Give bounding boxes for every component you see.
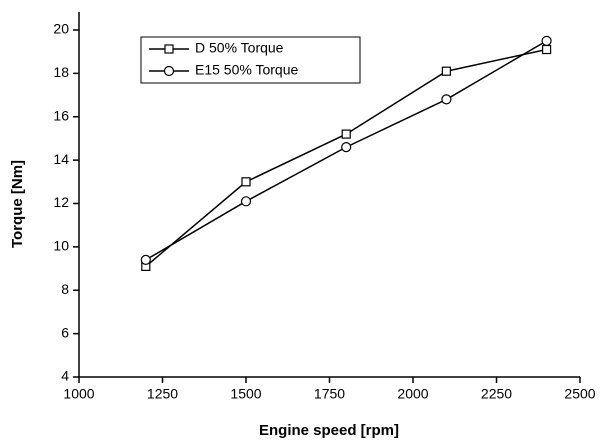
point bbox=[341, 129, 351, 139]
legend-label: E15 50% Torque bbox=[195, 62, 298, 78]
legend-marker bbox=[163, 65, 175, 77]
point bbox=[541, 44, 552, 55]
point bbox=[241, 177, 251, 187]
point bbox=[140, 254, 151, 265]
y-tick-label: 14 bbox=[53, 151, 69, 167]
x-tick-label: 1750 bbox=[314, 386, 345, 402]
y-tick-label: 4 bbox=[61, 368, 69, 384]
x-tick-label: 1250 bbox=[147, 386, 178, 402]
point bbox=[541, 35, 552, 46]
y-tick-label: 6 bbox=[61, 324, 69, 340]
x-tick-label: 2500 bbox=[564, 386, 595, 402]
point bbox=[341, 142, 352, 153]
legend-box bbox=[140, 36, 361, 84]
legend-label: D 50% Torque bbox=[195, 40, 284, 56]
y-tick-label: 16 bbox=[53, 107, 69, 123]
y-axis-title: Torque [Nm] bbox=[9, 160, 26, 248]
x-tick-label: 2000 bbox=[397, 386, 428, 402]
y-tick-label: 10 bbox=[53, 238, 69, 254]
legend-marker bbox=[164, 44, 174, 54]
y-tick-label: 20 bbox=[53, 21, 69, 37]
x-tick-label: 2250 bbox=[481, 386, 512, 402]
x-axis-title: Engine speed [rpm] bbox=[259, 422, 399, 439]
x-tick-label: 1500 bbox=[230, 386, 261, 402]
y-tick-label: 8 bbox=[61, 281, 69, 297]
point bbox=[441, 94, 452, 105]
y-tick-label: 12 bbox=[53, 194, 69, 210]
x-tick-label: 1000 bbox=[63, 386, 94, 402]
point bbox=[240, 196, 252, 207]
y-tick-label: 18 bbox=[53, 64, 69, 80]
point bbox=[441, 66, 451, 76]
